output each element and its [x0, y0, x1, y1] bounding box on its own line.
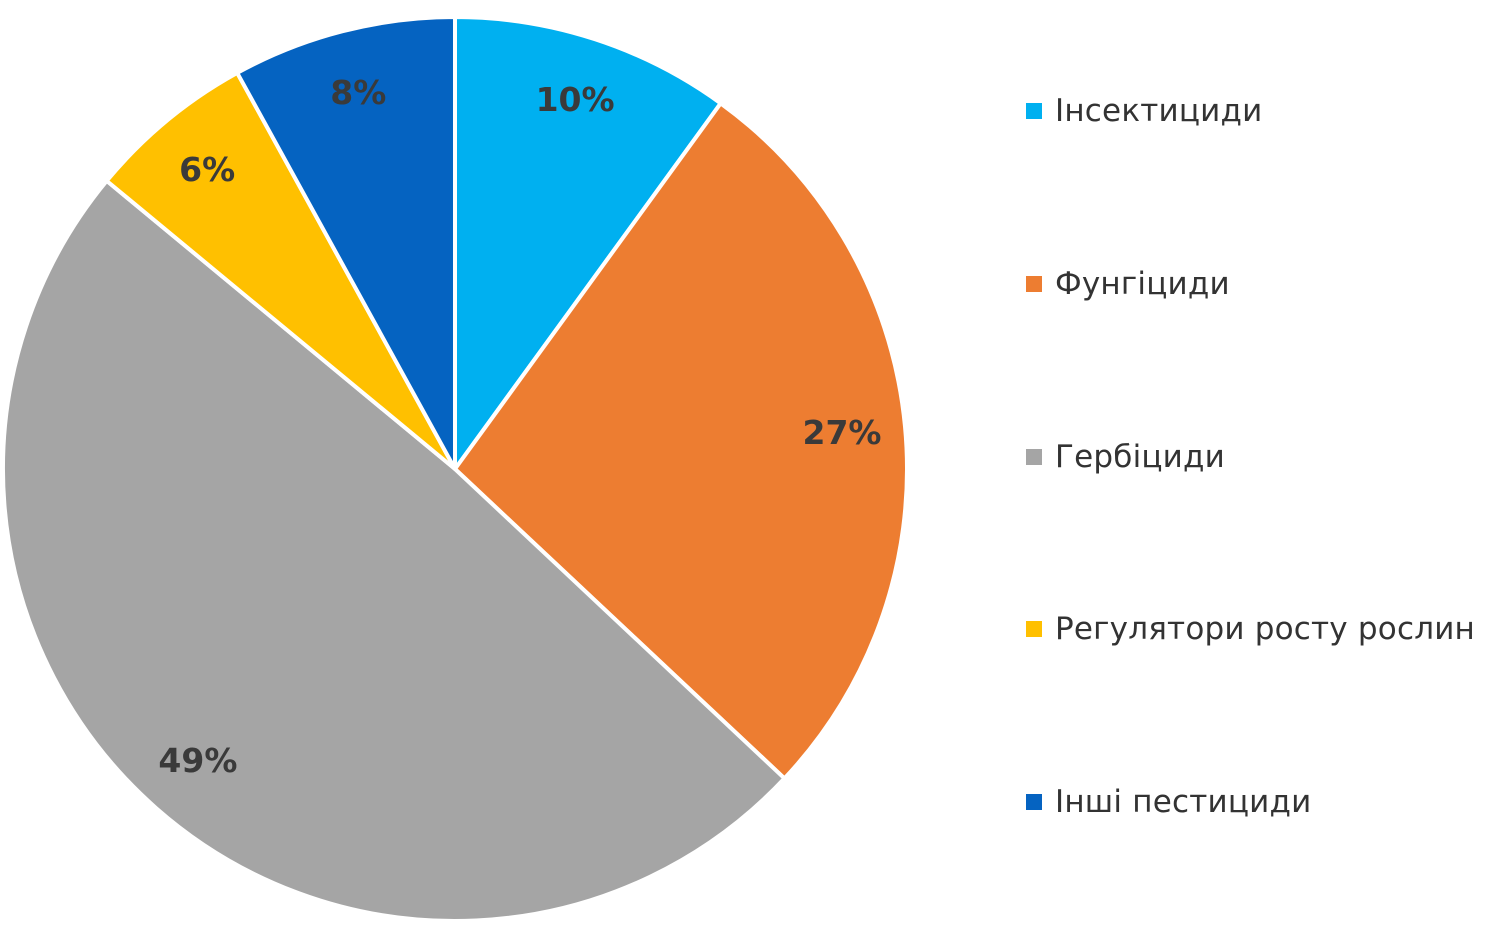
pie-slices — [1, 15, 909, 924]
legend-swatch-other-pesticides — [1026, 794, 1042, 810]
pie-slice-other-pesticides — [235, 15, 457, 471]
legend-swatch-fungicides — [1026, 276, 1042, 292]
pie-slice-growth-regulators — [104, 70, 457, 471]
legend-label-insecticides: Інсектициди — [1055, 93, 1263, 129]
legend-swatch-herbicides — [1026, 449, 1042, 465]
pie-data-labels: 10% 27% 49% 6% 8% — [158, 73, 881, 780]
data-label-growth-regulators: 6% — [179, 150, 235, 189]
legend-label-herbicides: Гербіциди — [1055, 439, 1226, 475]
legend-item-fungicides: Фунгіциди — [1026, 264, 1230, 304]
data-label-herbicides: 49% — [158, 741, 237, 780]
data-label-insecticides: 10% — [536, 80, 615, 119]
pie-slice-insecticides — [453, 15, 723, 471]
legend-swatch-insecticides — [1026, 103, 1042, 119]
legend-item-growth-regulators: Регулятори росту рослин — [1026, 609, 1475, 649]
legend-label-growth-regulators: Регулятори росту рослин — [1055, 611, 1476, 647]
data-label-other-pesticides: 8% — [330, 73, 386, 112]
pie-slice-herbicides — [1, 178, 787, 924]
legend-label-fungicides: Фунгіциди — [1055, 266, 1230, 302]
legend-label-other-pesticides: Інші пестициди — [1055, 784, 1312, 820]
legend-item-insecticides: Інсектициди — [1026, 91, 1262, 131]
pie-slice-fungicides — [453, 101, 909, 781]
legend-item-other-pesticides: Інші пестициди — [1026, 782, 1311, 822]
legend-item-herbicides: Гербіциди — [1026, 437, 1225, 477]
legend-swatch-growth-regulators — [1026, 621, 1042, 637]
data-label-fungicides: 27% — [803, 413, 882, 452]
